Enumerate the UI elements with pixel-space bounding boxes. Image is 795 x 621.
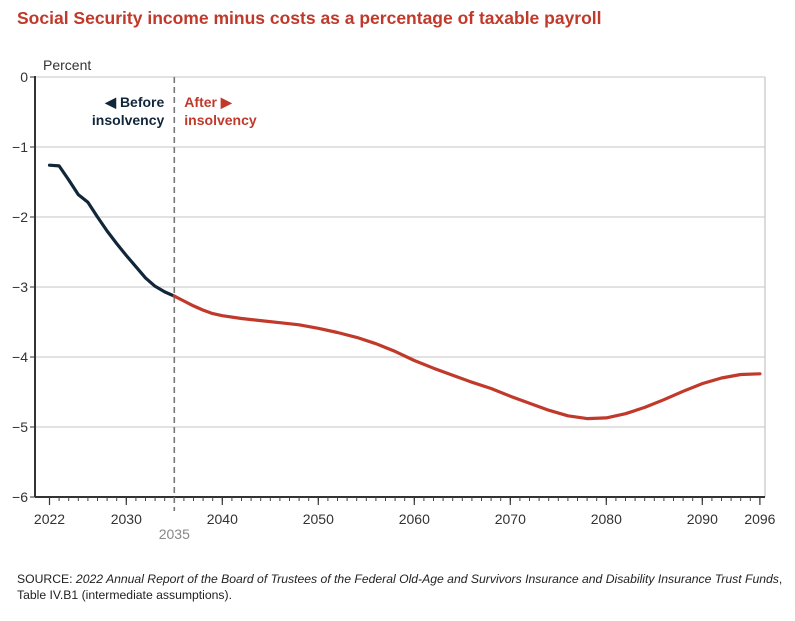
- y-tick-label: −5: [12, 419, 28, 435]
- y-axis-label: Percent: [43, 57, 91, 73]
- source-report-title: 2022 Annual Report of the Board of Trust…: [75, 572, 779, 586]
- source-note: SOURCE: 2022 Annual Report of the Board …: [17, 571, 787, 603]
- x-tick-label: 2090: [687, 511, 718, 527]
- x-tick-label: 2040: [207, 511, 238, 527]
- source-suffix: , Table IV.B1 (intermediate assumptions)…: [17, 572, 783, 602]
- grid-lines: [35, 76, 765, 428]
- y-tick-label: 0: [20, 69, 28, 85]
- x-tick-label: 2050: [303, 511, 334, 527]
- x-tick-label: 2022: [34, 511, 65, 527]
- series-line-before-insolvency: [47, 163, 176, 298]
- after-insolvency-label-1: After ▶: [184, 94, 233, 110]
- x-tick-label: 2080: [591, 511, 622, 527]
- after-insolvency-label-2: insolvency: [184, 112, 257, 128]
- y-tick-label: −6: [12, 489, 28, 505]
- series-line-after-insolvency: [172, 294, 762, 421]
- y-tick-label: −4: [12, 349, 28, 365]
- x-tick-label: 2030: [111, 511, 142, 527]
- y-tick-label: −3: [12, 279, 28, 295]
- chart-svg: 0 −1 −2 −3 −4 −5 −6 2022 2030 2040 2050 2060 2070 208…: [12, 57, 776, 542]
- before-insolvency-label-1: ◀ Before: [104, 94, 164, 110]
- x-tick-label: 2070: [495, 511, 526, 527]
- x-tick-label: 2096: [744, 511, 775, 527]
- y-tick-label: −2: [12, 209, 28, 225]
- before-insolvency-label-2: insolvency: [92, 112, 165, 128]
- marker-year-label: 2035: [159, 526, 190, 542]
- ticks: 0 −1 −2 −3 −4 −5 −6 2022 2030 2040 2050 2060 2070 208…: [12, 69, 776, 527]
- y-tick-label: −1: [12, 139, 28, 155]
- chart-title: Social Security income minus costs as a …: [17, 8, 602, 28]
- source-prefix: SOURCE:: [17, 572, 76, 586]
- series-lines: [47, 163, 762, 421]
- x-tick-label: 2060: [399, 511, 430, 527]
